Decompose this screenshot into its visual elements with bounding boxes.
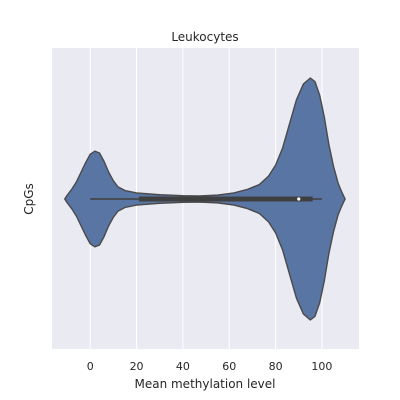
chart-title: Leukocytes bbox=[171, 30, 238, 44]
x-tick-label-80: 80 bbox=[269, 360, 283, 373]
median-marker bbox=[297, 197, 301, 201]
x-tick-label-0: 0 bbox=[87, 360, 94, 373]
y-axis-label: CpGs bbox=[22, 183, 36, 215]
iqr-box bbox=[138, 196, 313, 202]
x-tick-label-60: 60 bbox=[222, 360, 236, 373]
x-axis-label: Mean methylation level bbox=[134, 377, 275, 391]
violin-group bbox=[64, 77, 346, 321]
x-tick-label-100: 100 bbox=[311, 360, 332, 373]
x-tick-labels: 0 20 40 60 80 100 bbox=[87, 360, 333, 373]
x-tick-label-20: 20 bbox=[130, 360, 144, 373]
x-tick-label-40: 40 bbox=[176, 360, 190, 373]
